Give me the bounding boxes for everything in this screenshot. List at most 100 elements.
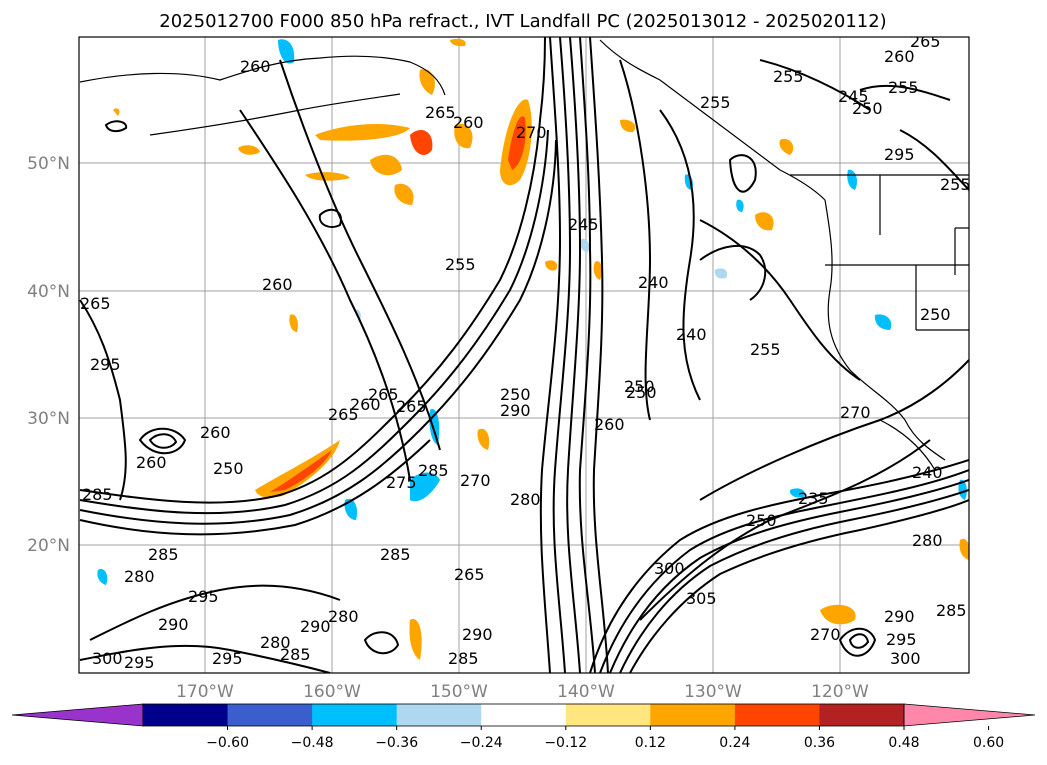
lon-tick-label: 160°W bbox=[303, 682, 361, 702]
colorbar-tick-label: 0.24 bbox=[719, 735, 750, 751]
contour-label: 295 bbox=[90, 355, 121, 374]
colorbar-tick-label: −0.12 bbox=[544, 735, 587, 751]
lon-tick-label: 130°W bbox=[684, 682, 742, 702]
contour-label: 265 bbox=[368, 385, 399, 404]
contour-label: 280 bbox=[260, 633, 291, 652]
colorbar-tick-label: 0.36 bbox=[804, 735, 835, 751]
contour-label: 280 bbox=[328, 607, 359, 626]
coastlines bbox=[79, 39, 969, 471]
contour-label: 260 bbox=[136, 453, 167, 472]
contour-label: 290 bbox=[300, 617, 331, 636]
contour-label: 280 bbox=[510, 490, 541, 509]
latitude-labels: 50°N 40°N 30°N 20°N bbox=[27, 154, 70, 556]
colorbar-tick-label: −0.36 bbox=[375, 735, 418, 751]
contour-label: 280 bbox=[912, 531, 943, 550]
contour-label: 285 bbox=[380, 545, 411, 564]
contour-label: 240 bbox=[912, 463, 943, 482]
colorbar-swatch bbox=[312, 704, 398, 726]
contour-label: 265 bbox=[396, 397, 427, 416]
contour-label: 265 bbox=[425, 103, 456, 122]
colorbar-swatch bbox=[481, 704, 567, 726]
colorbar-swatch bbox=[734, 704, 820, 726]
contour-label: 295 bbox=[886, 630, 917, 649]
contour-label: 260 bbox=[262, 275, 293, 294]
map-title: 2025012700 F000 850 hPa refract., IVT La… bbox=[159, 11, 886, 32]
contour-label: 270 bbox=[460, 471, 491, 490]
colorbar-swatch bbox=[650, 704, 736, 726]
contour-label: 235 bbox=[798, 489, 829, 508]
contour-label: 240 bbox=[676, 325, 707, 344]
contour-label: 255 bbox=[940, 175, 971, 194]
longitude-labels: 170°W 160°W 150°W 140°W 130°W 120°W bbox=[176, 682, 869, 702]
contour-label: 265 bbox=[328, 405, 359, 424]
contour-label: 275 bbox=[386, 473, 417, 492]
contour-label: 270 bbox=[516, 123, 547, 142]
contour-label: 295 bbox=[212, 649, 243, 668]
contour-label: 260 bbox=[350, 395, 381, 414]
contour-label: 295 bbox=[884, 145, 915, 164]
contour-label: 250 bbox=[624, 377, 655, 396]
contour-label: 245 bbox=[838, 87, 869, 106]
contour-label: 250 bbox=[746, 511, 777, 530]
colorbar-extend-low bbox=[11, 703, 144, 727]
shading-positive bbox=[113, 38, 969, 660]
contour-label: 250 bbox=[852, 99, 883, 118]
contour-label: 290 bbox=[500, 401, 531, 420]
contour-label: 260 bbox=[594, 415, 625, 434]
contour-labels: 265 265 255 260 265 260 255 255 250 260 … bbox=[80, 32, 971, 672]
contour-label: 260 bbox=[453, 113, 484, 132]
colorbar-tick-label: 0.60 bbox=[973, 735, 1004, 751]
contour-label: 270 bbox=[840, 403, 871, 422]
colorbar-swatch bbox=[565, 704, 651, 726]
contours bbox=[79, 37, 969, 673]
contour-label: 240 bbox=[638, 273, 669, 292]
contour-label: 280 bbox=[124, 567, 155, 586]
lat-tick-label: 20°N bbox=[27, 536, 70, 556]
contour-label: 255 bbox=[888, 78, 919, 97]
contour-label: 300 bbox=[92, 649, 123, 668]
contour-label: 285 bbox=[418, 461, 449, 480]
contour-label: 250 bbox=[920, 305, 951, 324]
contour-label: 285 bbox=[936, 601, 967, 620]
map-panel: 265 265 255 260 265 260 255 255 250 260 … bbox=[78, 32, 971, 674]
contour-label: 265 bbox=[910, 32, 941, 51]
contour-label: 265 bbox=[454, 565, 485, 584]
colorbar-swatch bbox=[227, 704, 313, 726]
contour-label: 285 bbox=[82, 485, 113, 504]
colorbar-tick-label: −0.48 bbox=[291, 735, 334, 751]
lon-tick-label: 140°W bbox=[557, 682, 615, 702]
contour-label: 250 bbox=[500, 385, 531, 404]
contour-label: 290 bbox=[158, 615, 189, 634]
colorbar-outline bbox=[142, 703, 905, 727]
colorbar-tick-label: −0.60 bbox=[206, 735, 249, 751]
contour-label: 290 bbox=[462, 625, 493, 644]
contour-label: 305 bbox=[686, 589, 717, 608]
contour-label: 290 bbox=[884, 607, 915, 626]
contour-label: 245 bbox=[568, 215, 599, 234]
contour-label: 260 bbox=[200, 423, 231, 442]
lon-tick-label: 170°W bbox=[176, 682, 234, 702]
contour-label: 265 bbox=[80, 294, 111, 313]
contour-label: 300 bbox=[654, 559, 685, 578]
contour-label: 295 bbox=[124, 653, 155, 672]
colorbar-tick-label: 0.48 bbox=[888, 735, 919, 751]
lon-tick-label: 150°W bbox=[430, 682, 488, 702]
map-frame bbox=[78, 36, 970, 674]
contour-label: 250 bbox=[213, 459, 244, 478]
colorbar-extend-high bbox=[903, 703, 1036, 727]
lat-tick-label: 30°N bbox=[27, 409, 70, 429]
colorbar: −0.60 −0.48 −0.36 −0.24 −0.12 0.12 0.24 0.36 0.4… bbox=[11, 703, 1036, 751]
lon-tick-label: 120°W bbox=[811, 682, 869, 702]
colorbar-tick-label: 0.12 bbox=[635, 735, 666, 751]
contour-label: 285 bbox=[148, 545, 179, 564]
contour-label: 270 bbox=[810, 625, 841, 644]
colorbar-swatch bbox=[143, 704, 229, 726]
contour-label: 255 bbox=[445, 255, 476, 274]
contour-label: 295 bbox=[188, 587, 219, 606]
lat-tick-label: 40°N bbox=[27, 282, 70, 302]
contour-label: 255 bbox=[773, 67, 804, 86]
contour-label: 250 bbox=[626, 383, 657, 402]
contour-label: 255 bbox=[700, 93, 731, 112]
contour-label: 285 bbox=[448, 649, 479, 668]
